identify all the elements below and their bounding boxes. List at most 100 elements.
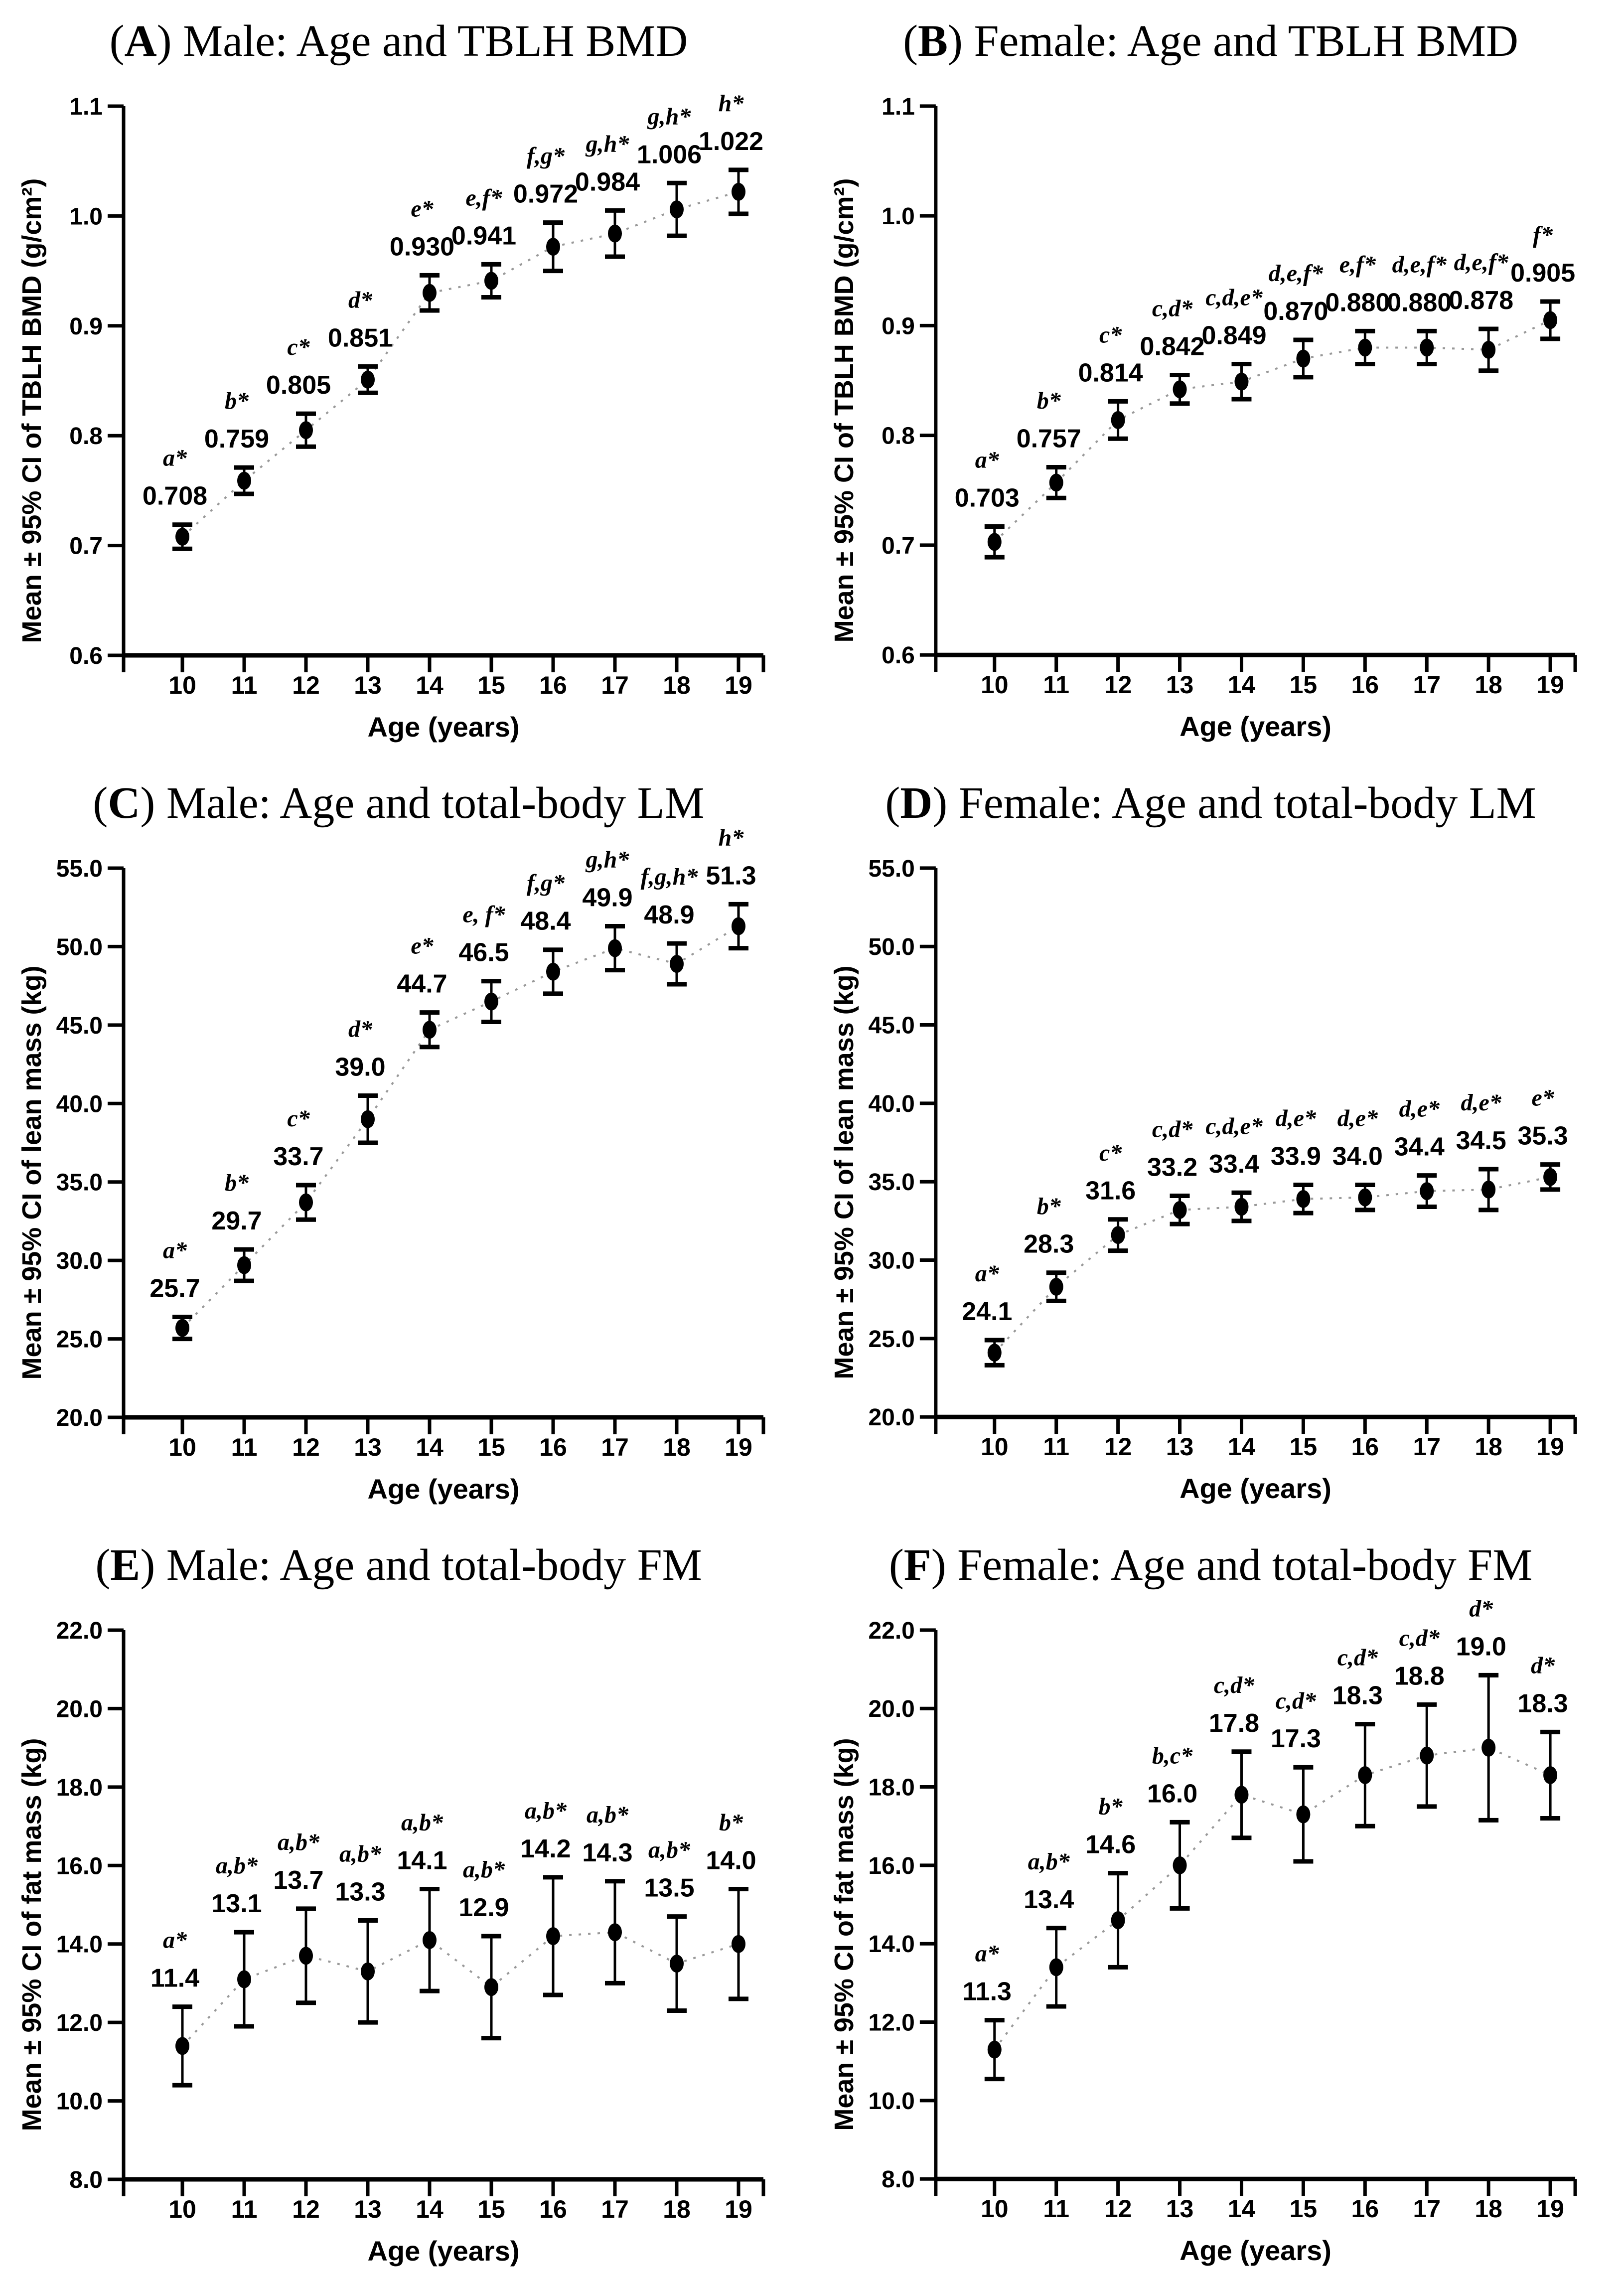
point-labels: 11.4 a* 13.1 a,b* 13.7 a,b* 13.3 a,b* 14.1 a,b* 12… [150,1798,756,1993]
x-tick-label: 17 [1413,1433,1441,1461]
data-point [1234,1198,1249,1216]
y-tick-label: 22.0 [56,1618,103,1644]
y-tick-label: 0.6 [69,643,103,669]
data-point [1173,1201,1187,1219]
panel-B: (B) Female: Age and TBLH BMD Mean ± 95% C… [812,0,1624,762]
data-point [1481,1180,1496,1199]
chart-panel-E: (E) Male: Age and total-body FM Mean ± 95… [17,1540,765,2267]
data-point [1420,1182,1434,1201]
point-value-label: 17.3 [1271,1724,1321,1753]
x-axis-label: Age (years) [1180,1473,1331,1504]
sig-letter-label: f* [1533,222,1553,248]
sig-letter-label: a* [163,1237,187,1263]
y-tick-label: 50.0 [56,934,103,960]
x-tick-label: 13 [354,671,382,699]
y-axis: 1.1 1.0 0.9 0.8 0.7 0.6 [882,94,936,669]
x-tick-label: 14 [1228,1433,1256,1461]
data-points [987,1168,1558,1362]
y-axis-label: Mean ± 95% CI of fat mass (kg) [17,1738,47,2132]
sig-letter-label: c* [287,1105,310,1132]
x-tick-label: 19 [725,2195,752,2223]
data-point [1420,338,1434,357]
point-value-label: 16.0 [1147,1779,1197,1808]
y-axis-label: Mean ± 95% CI of TBLH BMD (g/cm²) [829,178,859,643]
x-tick-label: 10 [981,1433,1009,1461]
data-point [1049,1958,1063,1977]
x-tick-label: 10 [168,1433,196,1461]
x-tick-label: 12 [1104,1433,1132,1461]
x-tick-label: 14 [1228,2195,1256,2223]
x-axis-label: Age (years) [367,1473,519,1505]
data-point [175,1319,189,1337]
y-tick-label: 12.0 [56,2010,103,2036]
x-tick-label: 14 [1228,671,1256,699]
sig-letter-label: b* [1037,1193,1061,1219]
sig-letter-label: b* [1037,388,1061,414]
chart-panel-D: (D) Female: Age and total-body LM Mean ± … [829,778,1577,1504]
data-point [1111,411,1125,429]
point-value-label: 35.3 [1518,1122,1568,1151]
trend-line [181,925,739,1329]
x-tick-label: 14 [416,2195,443,2223]
y-tick-label: 1.1 [69,94,103,120]
error-bars [984,299,1561,560]
y-tick-label: 8.0 [882,2166,915,2193]
x-axis: 10 11 12 13 14 15 16 17 18 19 [981,1417,1577,1461]
sig-letter-label: a,b* [463,1856,505,1883]
y-tick-label: 25.0 [868,1326,914,1353]
sig-letter-label: a,b* [525,1798,567,1824]
y-tick-label: 20.0 [868,1696,914,1722]
x-tick-label: 18 [663,2195,691,2223]
point-value-label: 33.4 [1209,1150,1259,1179]
point-value-label: 33.2 [1147,1153,1197,1182]
x-tick-label: 19 [725,671,752,699]
data-point [987,2040,1002,2059]
sig-letter-label: b* [1099,1794,1123,1820]
data-point [1420,1746,1434,1765]
data-point [237,1256,251,1274]
y-tick-label: 0.7 [882,533,915,559]
point-value-label: 29.7 [211,1207,262,1235]
sig-letter-label: f,g,h* [641,864,699,890]
sig-letter-label: f,g* [527,870,565,897]
y-tick-label: 22.0 [868,1618,914,1644]
sig-letter-label: g,h* [586,846,630,873]
chart-panel-F: (F) Female: Age and total-body FM Mean ± … [829,1540,1577,2266]
point-value-label: 14.1 [397,1846,447,1875]
x-tick-label: 16 [539,1433,567,1461]
x-tick-label: 17 [1413,671,1441,699]
data-point [175,2037,189,2055]
point-value-label: 39.0 [335,1053,385,1082]
point-value-label: 24.1 [962,1297,1012,1326]
data-points [175,182,745,546]
sig-letter-label: b* [225,388,249,414]
data-points [987,311,1558,551]
trend-line [181,1931,739,2047]
x-tick-label: 13 [354,1433,382,1461]
y-tick-label: 16.0 [56,1853,103,1879]
point-value-label: 31.6 [1085,1177,1136,1206]
panel-title: (F) Female: Age and total-body FM [889,1540,1532,1590]
data-point [987,533,1002,551]
sig-letter-label: a* [163,445,187,471]
point-value-label: 0.759 [204,425,269,454]
point-value-label: 0.880 [1387,288,1452,317]
point-value-label: 0.930 [390,232,454,261]
trend-line [994,1746,1551,2050]
data-point [1049,1278,1063,1296]
sig-letter-label: e,f* [465,184,502,211]
sig-letter-label: a* [975,1260,1000,1287]
point-value-label: 11.3 [963,1978,1012,2006]
x-tick-label: 15 [1290,671,1318,699]
sig-letter-label: d,e,f* [1269,260,1324,287]
point-value-label: 34.0 [1332,1142,1383,1171]
sig-letter-label: c,d,e* [1205,285,1263,311]
point-value-label: 0.805 [266,371,331,400]
chart-panel-B: (B) Female: Age and TBLH BMD Mean ± 95% C… [829,16,1577,742]
axes [122,106,763,672]
point-value-label: 33.7 [273,1142,323,1171]
x-tick-label: 15 [1290,1433,1318,1461]
point-value-label: 28.3 [1024,1230,1074,1259]
data-point [1296,1190,1311,1208]
x-tick-label: 19 [1536,1433,1564,1461]
